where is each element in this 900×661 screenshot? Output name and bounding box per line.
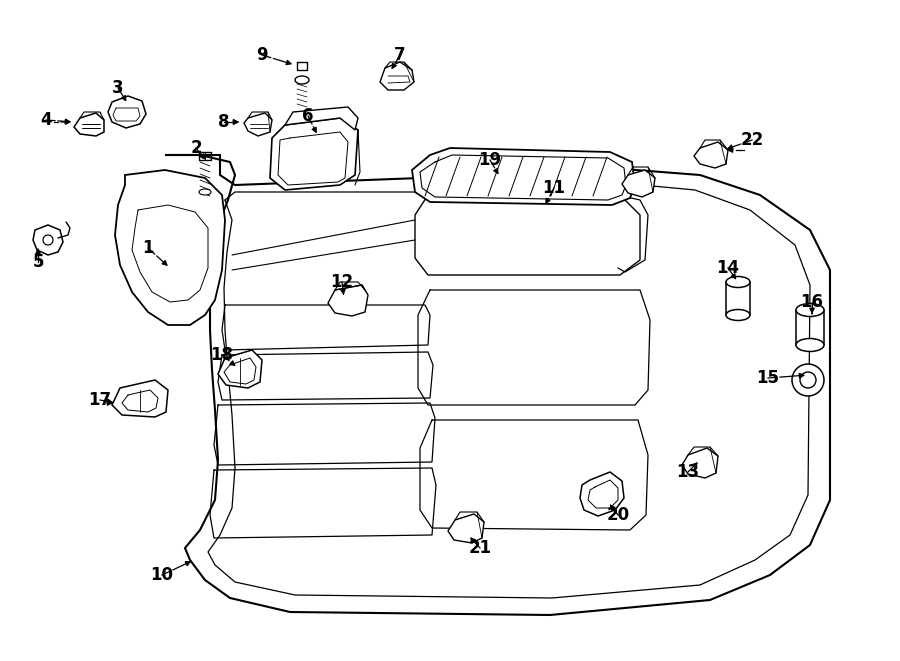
Text: 22: 22 [741, 131, 763, 149]
Polygon shape [694, 142, 728, 168]
Text: 15: 15 [757, 369, 779, 387]
Text: 5: 5 [32, 253, 44, 271]
Text: 12: 12 [330, 273, 354, 291]
Text: 21: 21 [468, 539, 491, 557]
Ellipse shape [726, 309, 750, 321]
Text: 10: 10 [150, 566, 174, 584]
Polygon shape [380, 62, 414, 90]
Text: 11: 11 [543, 179, 565, 197]
Text: 16: 16 [800, 293, 824, 311]
Ellipse shape [43, 235, 53, 245]
Text: 6: 6 [302, 107, 314, 125]
Text: 20: 20 [607, 506, 630, 524]
Polygon shape [580, 472, 624, 516]
Polygon shape [115, 170, 225, 325]
Text: 9: 9 [256, 46, 268, 64]
Ellipse shape [726, 276, 750, 288]
Text: 8: 8 [218, 113, 230, 131]
Text: 4: 4 [40, 111, 52, 129]
Polygon shape [682, 448, 718, 478]
Polygon shape [448, 514, 484, 543]
Circle shape [800, 372, 816, 388]
Polygon shape [218, 350, 262, 388]
Text: 1: 1 [142, 239, 154, 257]
Circle shape [792, 364, 824, 396]
Text: 3: 3 [112, 79, 124, 97]
Text: 18: 18 [211, 346, 233, 364]
Polygon shape [328, 285, 368, 316]
Text: 14: 14 [716, 259, 740, 277]
Polygon shape [270, 118, 358, 190]
Polygon shape [244, 113, 272, 136]
Text: 19: 19 [479, 151, 501, 169]
Polygon shape [622, 170, 655, 197]
Polygon shape [74, 113, 104, 136]
Ellipse shape [199, 189, 211, 195]
Ellipse shape [796, 338, 824, 352]
Polygon shape [165, 155, 830, 615]
Polygon shape [285, 107, 358, 130]
Text: 7: 7 [394, 46, 406, 64]
Text: 2: 2 [190, 139, 202, 157]
Polygon shape [33, 225, 63, 255]
Text: 13: 13 [677, 463, 699, 481]
Polygon shape [108, 96, 146, 128]
Ellipse shape [796, 303, 824, 317]
Text: 17: 17 [88, 391, 112, 409]
Ellipse shape [295, 76, 309, 84]
Polygon shape [112, 380, 168, 417]
Polygon shape [412, 148, 635, 205]
